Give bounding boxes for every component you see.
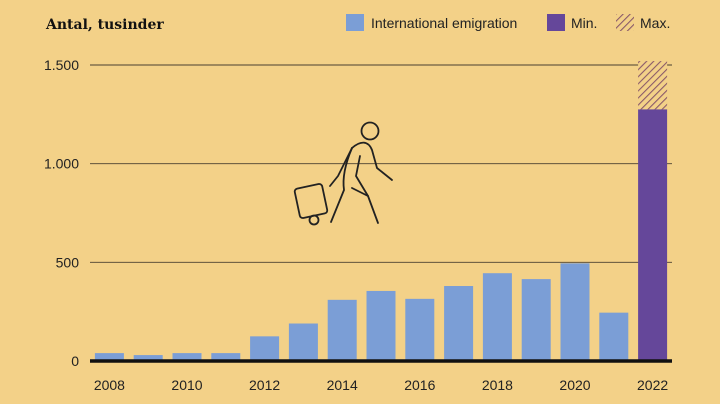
gridlines — [90, 64, 672, 263]
bar-max-2022 — [638, 61, 668, 110]
y-tick-label: 1.500 — [44, 57, 79, 73]
legend-label-min: Min. — [571, 15, 597, 31]
x-axis-ticks: 2008 2010 2012 2014 2016 2018 2020 2022 — [94, 377, 669, 393]
bar-emigration-2017 — [444, 286, 474, 361]
x-tick-label: 2020 — [559, 377, 590, 393]
y-tick-label: 0 — [71, 353, 79, 369]
x-tick-label: 2016 — [404, 377, 435, 393]
bar-emigration-2010 — [172, 353, 202, 361]
bars — [94, 61, 668, 362]
bar-emigration-2015 — [366, 290, 396, 361]
legend-label-emigration: International emigration — [371, 15, 517, 31]
bar-emigration-2014 — [327, 299, 357, 361]
bar-emigration-2008 — [94, 353, 124, 361]
person-with-suitcase-icon — [293, 121, 393, 226]
y-tick-label: 1.000 — [44, 156, 79, 172]
bar-emigration-2009 — [133, 355, 163, 361]
bar-emigration-2011 — [211, 353, 241, 361]
bar-emigration-2020 — [560, 263, 590, 361]
x-tick-label: 2008 — [94, 377, 125, 393]
legend-label-max: Max. — [640, 15, 670, 31]
bar-emigration-2012 — [250, 336, 280, 361]
x-tick-label: 2022 — [637, 377, 668, 393]
y-tick-label: 500 — [56, 254, 80, 270]
bar-min-2022 — [638, 109, 668, 362]
x-tick-label: 2018 — [482, 377, 513, 393]
legend-swatch-min — [547, 14, 565, 31]
chart-title: Antal, tusinder — [45, 17, 164, 33]
legend-swatch-emigration — [346, 14, 364, 31]
x-tick-label: 2014 — [327, 377, 358, 393]
x-tick-label: 2012 — [249, 377, 280, 393]
bar-emigration-2016 — [405, 298, 435, 361]
x-tick-label: 2010 — [171, 377, 202, 393]
legend-swatch-max — [616, 14, 634, 31]
legend: International emigration Min. Max. — [346, 14, 670, 31]
bar-emigration-2019 — [521, 279, 551, 361]
bar-emigration-2013 — [288, 323, 318, 361]
bar-emigration-2018 — [482, 273, 512, 361]
y-axis-ticks: 0 500 1.000 1.500 — [44, 57, 79, 369]
bar-emigration-2021 — [599, 312, 629, 361]
